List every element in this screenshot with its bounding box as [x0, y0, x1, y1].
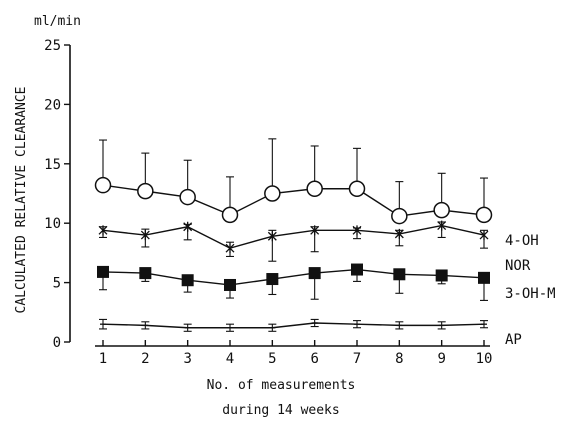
data-point [306, 180, 323, 197]
data-point [181, 274, 194, 287]
y-tick-label: 10 [44, 216, 61, 232]
data-point [348, 180, 366, 197]
data-point [94, 176, 112, 194]
data-point [137, 182, 154, 200]
series-4-oh [94, 138, 493, 225]
x-tick-label: 7 [353, 351, 361, 367]
data-point [267, 231, 277, 242]
x-axis-title-line2: during 14 weeks [222, 403, 339, 418]
y-tick-label: 0 [53, 335, 61, 351]
y-tick-label: 5 [53, 276, 61, 292]
data-point [475, 206, 493, 224]
data-point [308, 267, 321, 280]
data-point [433, 201, 450, 219]
y-tick-label: 25 [44, 38, 61, 54]
series-3-oh-m [97, 263, 490, 301]
series-layer [94, 138, 493, 332]
x-axis-title-line1: No. of measurements [207, 378, 356, 393]
data-point [264, 185, 281, 202]
y-tick-label: 15 [44, 157, 61, 173]
data-point [351, 263, 363, 276]
data-point [435, 269, 448, 282]
x-tick-label: 9 [437, 351, 445, 367]
data-point [437, 220, 447, 231]
series-label-nor: NOR [505, 258, 531, 274]
data-point [478, 271, 490, 284]
axes: 0 5 10 15 20 25 1 2 3 4 5 6 7 8 9 10 [44, 38, 492, 367]
x-tick-label: 10 [476, 351, 493, 367]
x-tick-label: 2 [141, 351, 149, 367]
data-point [98, 225, 108, 236]
x-tick-label: 3 [183, 351, 191, 367]
data-point [225, 243, 235, 254]
data-point [394, 228, 404, 239]
x-tick-label: 5 [268, 351, 276, 367]
series-line [102, 184, 485, 217]
data-point [139, 267, 152, 280]
y-tick-label: 20 [44, 97, 61, 113]
series-line [102, 268, 485, 286]
series-labels: 4-OH NOR 3-OH-M AP [505, 233, 556, 348]
x-tick-label: 8 [395, 351, 403, 367]
x-tick-label: 1 [99, 351, 107, 367]
data-point [393, 268, 406, 281]
series-ap [99, 318, 488, 332]
data-point [266, 273, 279, 286]
data-point [183, 221, 193, 232]
series-nor [98, 220, 489, 262]
x-tick-label: 4 [226, 351, 234, 367]
data-point [221, 206, 239, 224]
series-line [102, 224, 485, 249]
series-line [102, 322, 485, 329]
series-label-4-oh: 4-OH [505, 233, 539, 249]
series-label-3-oh-m: 3-OH-M [505, 286, 556, 302]
data-point [479, 230, 489, 241]
data-point [352, 225, 362, 236]
data-point [97, 265, 109, 278]
y-unit-label: ml/min [34, 14, 81, 29]
y-axis-title: CALCULATED RELATIVE CLEARANCE [14, 87, 29, 314]
data-point [224, 278, 236, 291]
data-point [179, 188, 196, 206]
x-tick-label: 6 [310, 351, 318, 367]
data-point [391, 207, 408, 225]
data-point [310, 225, 320, 236]
series-label-ap: AP [505, 332, 522, 348]
data-point [140, 230, 150, 241]
